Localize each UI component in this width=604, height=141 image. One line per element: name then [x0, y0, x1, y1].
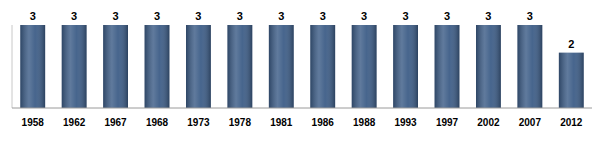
bar-shade: [145, 25, 170, 108]
x-tick-label: 1993: [394, 117, 417, 128]
bar: [517, 25, 542, 108]
x-axis-line: [12, 108, 592, 109]
bar: [20, 25, 45, 108]
chart: 3 1958 3 1962 3 1967 3 1968 3 1973 3 1978 3 1981 3 1986…: [0, 0, 604, 141]
data-label: 3: [278, 10, 284, 22]
bar: [310, 25, 335, 108]
bar: [227, 25, 252, 108]
data-label: 3: [237, 10, 243, 22]
data-label: 3: [361, 10, 367, 22]
data-label: 3: [485, 10, 491, 22]
x-tick-label: 1967: [104, 117, 127, 128]
bar-shade: [186, 25, 211, 108]
x-tick-label: 1988: [353, 117, 376, 128]
bar-shade: [559, 53, 584, 108]
x-tick-label: 2002: [477, 117, 500, 128]
data-label: 2: [568, 38, 574, 50]
data-label: 3: [320, 10, 326, 22]
bar: [393, 25, 418, 108]
bar-shade: [269, 25, 294, 108]
bar-shade: [20, 25, 45, 108]
bar-shade: [310, 25, 335, 108]
x-tick-label: 1968: [146, 117, 169, 128]
bar: [145, 25, 170, 108]
bar: [435, 25, 460, 108]
bar-shade: [352, 25, 377, 108]
bar-shade: [393, 25, 418, 108]
x-tick-label: 1986: [312, 117, 335, 128]
bar-shade: [476, 25, 501, 108]
data-label: 3: [403, 10, 409, 22]
bar: [476, 25, 501, 108]
bar-shade: [103, 25, 128, 108]
bar: [269, 25, 294, 108]
x-tick-label: 1973: [187, 117, 210, 128]
bar-shade: [227, 25, 252, 108]
bar-shade: [435, 25, 460, 108]
x-tick-label: 2007: [519, 117, 542, 128]
data-label: 3: [154, 10, 160, 22]
data-label: 3: [444, 10, 450, 22]
y-axis-line: [12, 25, 13, 108]
data-label: 3: [113, 10, 119, 22]
bar: [559, 53, 584, 108]
x-tick-label: 1962: [63, 117, 86, 128]
bar-shade: [517, 25, 542, 108]
bar-shade: [62, 25, 87, 108]
bars: [20, 25, 583, 108]
bar: [103, 25, 128, 108]
x-tick-label: 1978: [229, 117, 252, 128]
x-tick-label: 2012: [560, 117, 583, 128]
bar: [352, 25, 377, 108]
data-label: 3: [71, 10, 77, 22]
data-label: 3: [30, 10, 36, 22]
x-tick-label: 1958: [22, 117, 45, 128]
x-tick-label: 1981: [270, 117, 293, 128]
bar: [186, 25, 211, 108]
data-label: 3: [527, 10, 533, 22]
data-label: 3: [195, 10, 201, 22]
bar: [62, 25, 87, 108]
x-tick-label: 1997: [436, 117, 459, 128]
